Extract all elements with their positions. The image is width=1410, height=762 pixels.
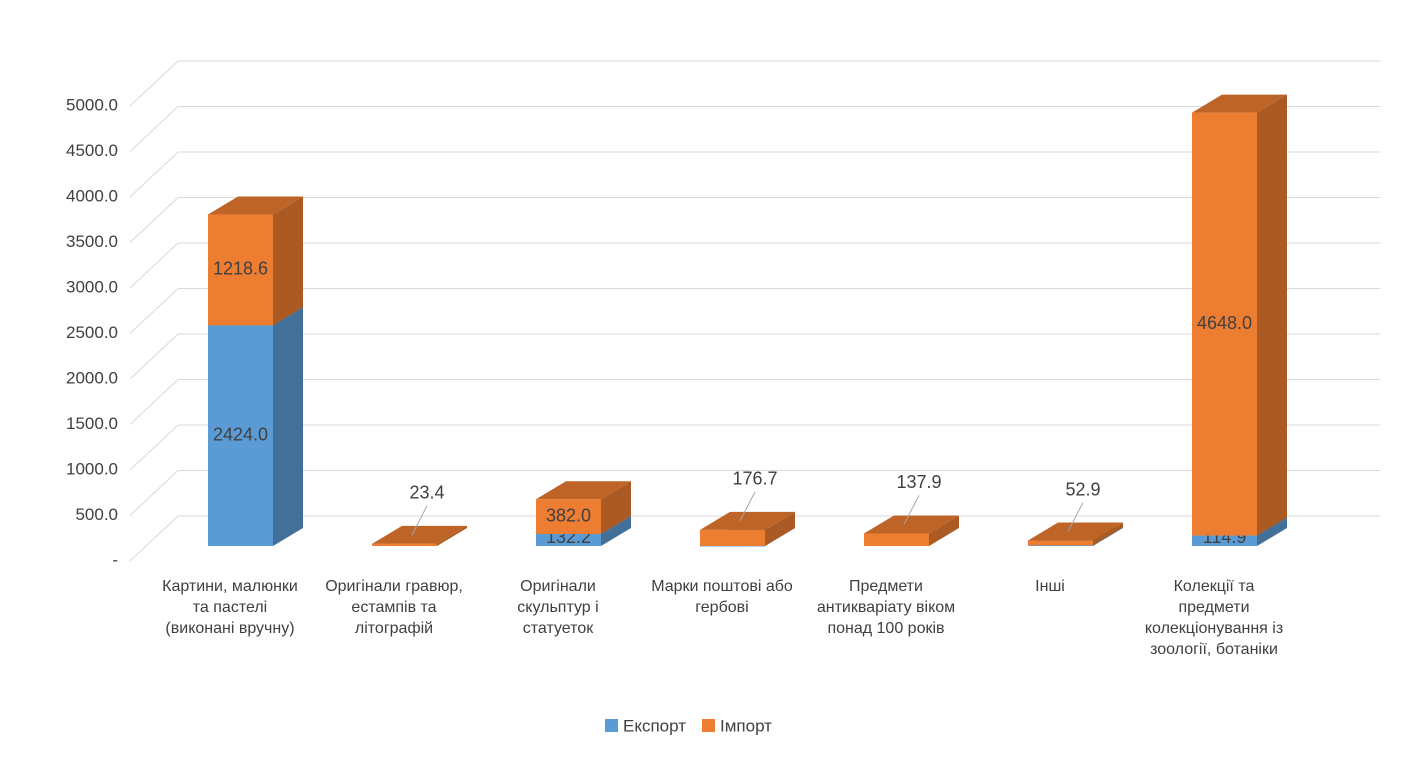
- bar-side: [437, 525, 467, 546]
- bar-top: [1028, 522, 1123, 541]
- legend-label: Імпорт: [720, 716, 772, 735]
- bar-top: [536, 481, 631, 500]
- bar-side: [765, 511, 795, 546]
- leader-line: [1067, 502, 1084, 532]
- bar-segment: [372, 525, 467, 546]
- bar-side: [1093, 522, 1123, 546]
- grid-line: [129, 333, 179, 380]
- grid-line: [129, 106, 179, 152]
- x-tick-label: Предмети антикваріату віком понад 100 рокі…: [817, 578, 955, 637]
- legend-swatch: [605, 719, 618, 732]
- y-tick-label: 3500.0: [66, 232, 118, 251]
- bar-segment: [536, 481, 631, 534]
- bar-front: [1028, 540, 1093, 546]
- grid-line: [129, 424, 179, 471]
- y-tick-label: -: [112, 550, 118, 569]
- bar-front: [536, 533, 601, 546]
- bar-front: [864, 533, 929, 546]
- value-label: 137.9: [896, 472, 941, 492]
- bar-segment: [864, 515, 959, 546]
- bar-top: [700, 511, 795, 530]
- bar-segment: [208, 196, 303, 326]
- grid-line: [129, 515, 179, 562]
- legend-swatch: [702, 719, 715, 732]
- y-tick-label: 2000.0: [66, 368, 118, 387]
- y-tick-label: 1000.0: [66, 459, 118, 478]
- bar-front: [1192, 112, 1257, 536]
- x-tick-label: Інші: [1035, 578, 1065, 595]
- bar-top: [372, 525, 467, 544]
- bar-front: [1028, 545, 1093, 546]
- bar-top: [1192, 94, 1287, 113]
- bar-side: [1257, 517, 1287, 546]
- x-tick-label: Колекції та предмети колекціонування із зоо…: [1145, 578, 1283, 658]
- bar-segment: [700, 511, 795, 546]
- x-tick-label: Оригінали скульптур і статуеток: [517, 578, 598, 637]
- grid-line: [129, 197, 179, 243]
- bar-front: [372, 543, 437, 546]
- leader-line: [903, 495, 920, 525]
- grid-line: [129, 151, 179, 198]
- y-tick-label: 4500.0: [66, 141, 118, 160]
- bar-side: [601, 481, 631, 534]
- y-tick-label: 5000.0: [66, 95, 118, 114]
- y-tick-label: 3000.0: [66, 277, 118, 296]
- bar-segment: [1028, 522, 1123, 546]
- bar-front: [700, 529, 765, 546]
- bar-side: [929, 515, 959, 546]
- leader-line: [411, 505, 428, 536]
- x-tick-label: Оригінали гравюр, естампів та літографій: [325, 578, 463, 637]
- leader-line: [739, 491, 756, 522]
- value-label: 1218.6: [213, 259, 268, 279]
- value-label: 382.0: [546, 505, 591, 525]
- bar-side: [273, 196, 303, 326]
- bar-side: [601, 515, 631, 546]
- x-tick-label: Марки поштові або гербові: [651, 578, 793, 616]
- value-label: 4648.0: [1197, 313, 1252, 333]
- bar-front: [1192, 535, 1257, 546]
- y-tick-label: 4000.0: [66, 186, 118, 205]
- value-label: 52.9: [1065, 479, 1100, 499]
- bar-side: [765, 527, 795, 546]
- value-label: 23.4: [409, 483, 444, 503]
- y-tick-label: 500.0: [75, 505, 118, 524]
- grid-line: [129, 60, 179, 107]
- value-label: 2424.0: [213, 424, 268, 444]
- x-tick-label: Картини, малюнки та пастелі (виконані вруч…: [162, 578, 298, 637]
- bar-front: [700, 545, 765, 547]
- bar-front: [536, 499, 601, 534]
- bar-front: [208, 214, 273, 326]
- y-tick-label: 2500.0: [66, 323, 118, 342]
- bar-side: [273, 307, 303, 546]
- grid-line: [129, 288, 179, 334]
- bar-top: [864, 515, 959, 534]
- legend-label: Експорт: [623, 716, 686, 735]
- bar-top: [208, 196, 303, 215]
- grid-line: [129, 470, 179, 516]
- bar-segment: [1192, 94, 1287, 536]
- grid-line: [129, 242, 179, 289]
- y-tick-label: 1500.0: [66, 414, 118, 433]
- bar-front: [208, 325, 273, 546]
- grid-line: [129, 379, 179, 425]
- value-label: 176.7: [732, 469, 777, 489]
- bar-side: [1257, 94, 1287, 536]
- bar-side: [1093, 527, 1123, 546]
